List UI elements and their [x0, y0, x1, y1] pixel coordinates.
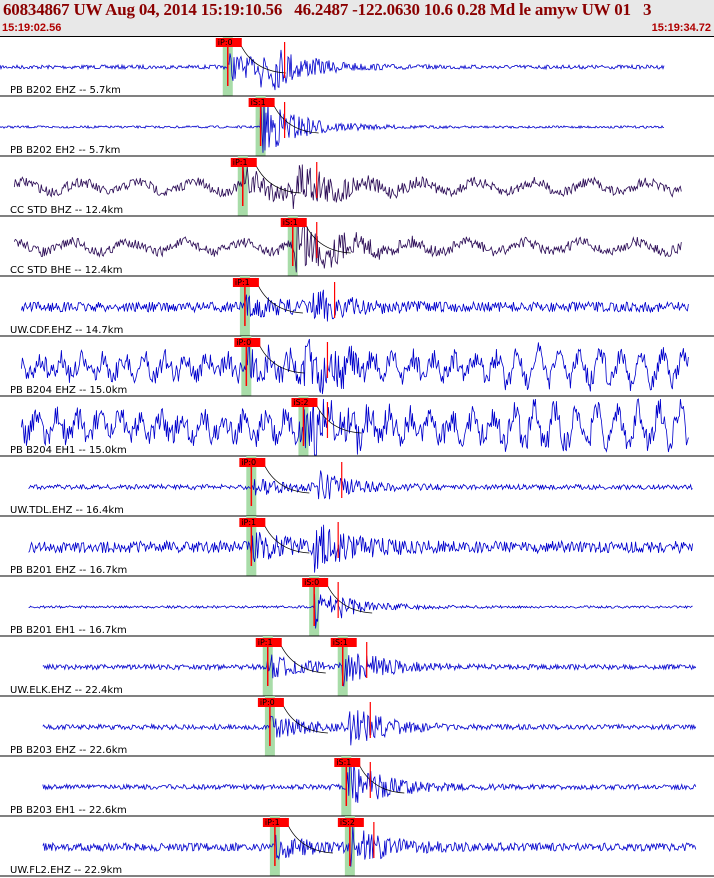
pick-label: iS:2: [340, 818, 355, 827]
pick-flag: [230, 158, 257, 167]
waveform-trace: [21, 338, 689, 395]
trace-label: PB B204 EHZ -- 15.0km: [10, 385, 127, 396]
waveform-trace: [13, 221, 682, 273]
pick-flag: [239, 458, 266, 467]
waveform-trace: [21, 398, 689, 456]
waveform-trace: [28, 593, 693, 629]
pick-label: iP:1: [235, 278, 250, 287]
header-bar: 60834867 UW Aug 04, 2014 15:19:10.56 46.…: [0, 0, 714, 36]
pick-label: iP:0: [236, 338, 251, 347]
pick-flag: [280, 218, 307, 227]
end-time: 15:19:34.72: [651, 22, 711, 34]
trace-label: UW.TDL.EHZ -- 16.4km: [10, 505, 124, 516]
coda-curve: [252, 157, 301, 194]
seismogram-panel: iP:0 PB B202 EHZ -- 5.7km iS:1 PB B202 EH2 …: [0, 36, 714, 877]
trace-label: CC STD BHE -- 12.4km: [10, 265, 123, 276]
start-time: 15:19:02.56: [2, 22, 62, 34]
pick-label: iP:0: [241, 458, 256, 467]
pick-flag: [337, 818, 364, 827]
trace-label: PB B202 EH2 -- 5.7km: [10, 145, 120, 156]
pick-flag: [334, 758, 361, 767]
pick-label: iS:2: [293, 398, 308, 407]
pick-label: iS:1: [251, 98, 266, 107]
waveform-trace: [0, 98, 665, 153]
trace-label: UW.FL2.EHZ -- 22.9km: [10, 865, 122, 876]
waveform-trace: [28, 524, 693, 573]
trace-label: PB B203 EHZ -- 22.6km: [10, 745, 127, 756]
pick-label: iS:0: [304, 578, 319, 587]
waveform-trace: [28, 470, 693, 500]
trace-label: PB B203 EH1 -- 22.6km: [10, 805, 127, 816]
pick-flag: [262, 818, 289, 827]
coda-curve: [260, 517, 310, 554]
pick-flag: [232, 278, 259, 287]
pick-flag: [330, 638, 357, 647]
trace-label: CC STD BHZ -- 12.4km: [10, 205, 123, 216]
pick-flag: [215, 38, 242, 47]
trace-label: PB B201 EH1 -- 16.7km: [10, 625, 127, 636]
pick-label: iP:1: [233, 158, 248, 167]
pick-label: iP:0: [260, 698, 275, 707]
pick-label: iP:1: [258, 638, 273, 647]
trace-label: UW.CDF.EHZ -- 14.7km: [10, 325, 123, 336]
pick-label: iP:1: [241, 518, 256, 527]
trace-label: PB B201 EHZ -- 16.7km: [10, 565, 127, 576]
waveform-trace: [21, 289, 689, 322]
waveform-trace: [42, 710, 697, 746]
waveform-trace: [0, 49, 665, 91]
trace-label: PB B202 EHZ -- 5.7km: [10, 85, 121, 96]
pick-flag: [239, 518, 266, 527]
pick-label: iS:1: [336, 758, 351, 767]
pick-flag: [291, 398, 318, 407]
waveform-trace: [42, 760, 697, 803]
pick-flag: [248, 98, 275, 107]
waveform-trace: [13, 164, 682, 210]
trace-label: PB B204 EH1 -- 15.0km: [10, 445, 127, 456]
pick-label: iP:1: [265, 818, 280, 827]
pick-label: iS:1: [333, 638, 348, 647]
pick-flag: [257, 698, 284, 707]
event-title: 60834867 UW Aug 04, 2014 15:19:10.56 46.…: [3, 0, 652, 19]
pick-flag: [234, 338, 261, 347]
pick-flag: [255, 638, 282, 647]
pick-label: iP:0: [218, 38, 233, 47]
pick-label: iS:1: [283, 218, 298, 227]
trace-label: UW.ELK.EHZ -- 22.4km: [10, 685, 123, 696]
waveform-trace: [42, 825, 697, 867]
pick-flag: [302, 578, 329, 587]
waveform-trace: [42, 653, 697, 688]
